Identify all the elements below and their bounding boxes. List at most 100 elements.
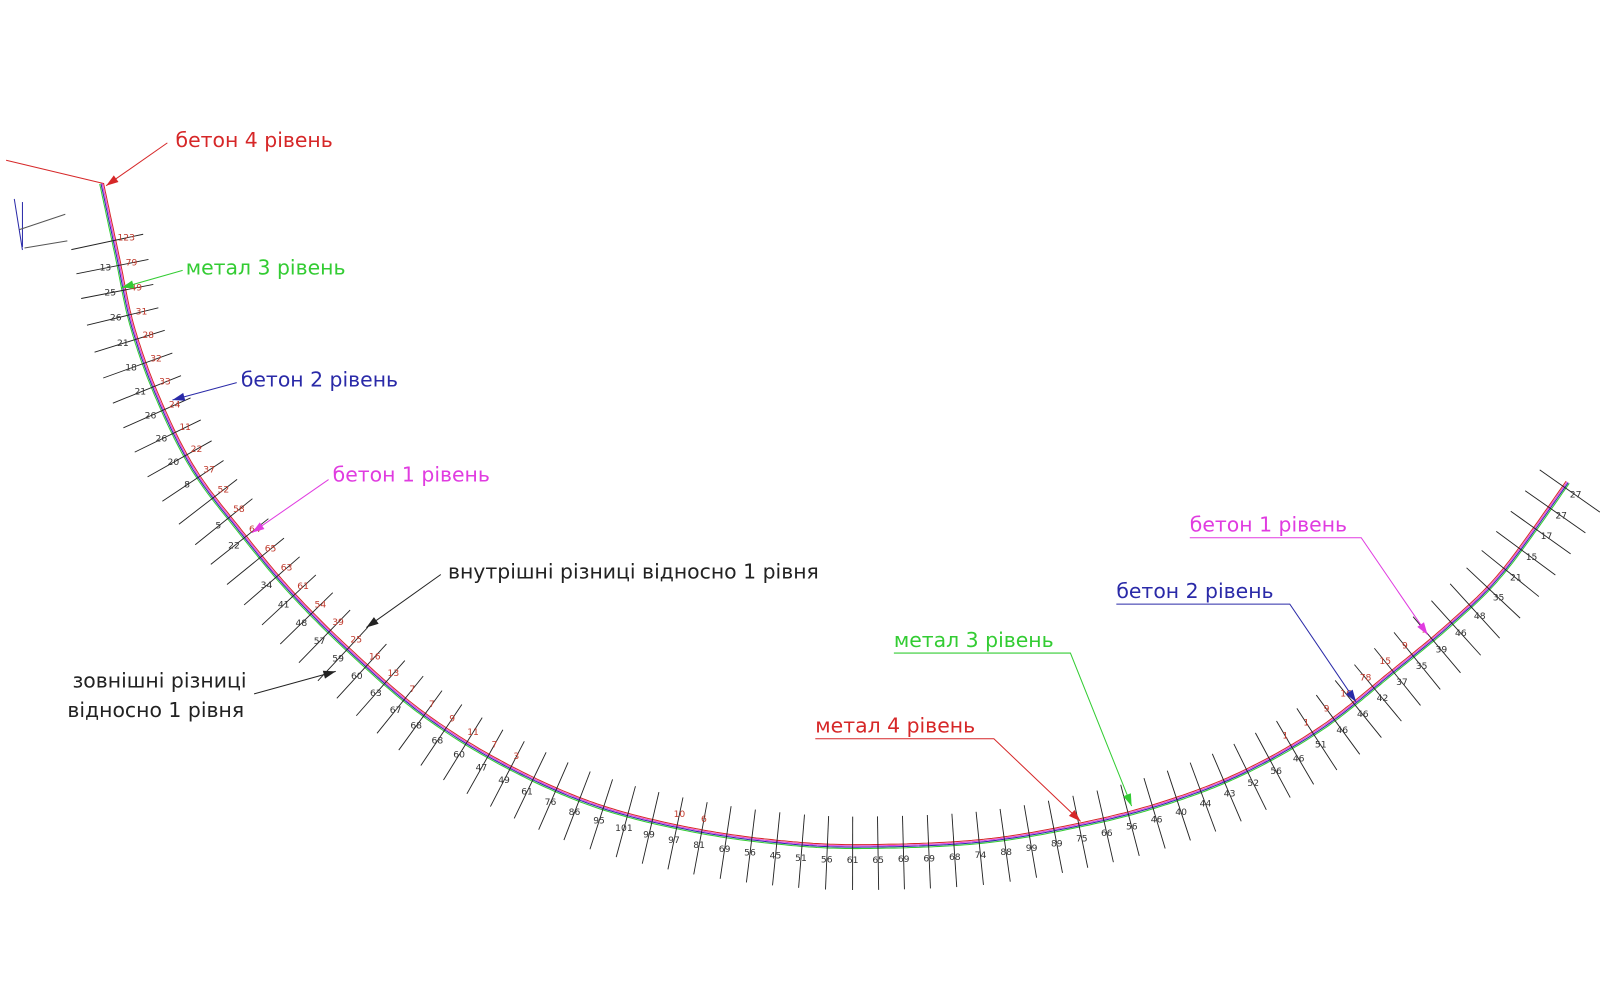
callout-label: метал 3 рівень bbox=[186, 255, 346, 279]
outer-difference: 69 bbox=[923, 853, 935, 864]
outer-difference: 22 bbox=[228, 540, 240, 551]
outer-difference: 101 bbox=[615, 823, 633, 834]
outer-difference: 76 bbox=[545, 797, 557, 808]
station-tick bbox=[443, 717, 483, 781]
callout-label: метал 3 рівень bbox=[894, 628, 1054, 652]
outer-difference: 20 bbox=[168, 457, 180, 468]
station-tick bbox=[123, 397, 191, 429]
leader-line bbox=[253, 670, 336, 695]
arrow-head bbox=[366, 617, 379, 628]
station-tick bbox=[261, 574, 317, 626]
outer-difference: 44 bbox=[1200, 798, 1212, 809]
outer-difference: 26 bbox=[145, 410, 157, 421]
station-tick bbox=[71, 233, 144, 251]
outer-difference: 25 bbox=[104, 287, 116, 298]
outer-difference: 40 bbox=[1175, 807, 1187, 818]
arrow-head bbox=[1345, 689, 1357, 703]
level-line bbox=[102, 183, 1567, 846]
outer-difference: 27 bbox=[1555, 510, 1567, 521]
outer-difference: 39 bbox=[1436, 645, 1448, 656]
station-tick bbox=[563, 771, 591, 841]
outer-difference: 21 bbox=[117, 338, 129, 349]
station-tick bbox=[243, 556, 300, 606]
outer-difference: 26 bbox=[156, 434, 168, 445]
station-tick bbox=[1481, 550, 1540, 597]
station-tick bbox=[1211, 753, 1242, 822]
arrow-head bbox=[1417, 622, 1428, 635]
outer-difference: 59 bbox=[332, 654, 344, 665]
station-tick bbox=[1189, 762, 1217, 832]
station-tick bbox=[951, 813, 958, 888]
station-tick bbox=[693, 802, 708, 875]
callout-label: бетон 1 рівень bbox=[333, 463, 490, 487]
station-tick bbox=[490, 741, 525, 807]
station-tick bbox=[772, 812, 781, 886]
outer-difference: 97 bbox=[668, 835, 680, 846]
station-tick bbox=[134, 419, 201, 453]
station-tick bbox=[1431, 600, 1482, 656]
inner-difference: 123 bbox=[117, 232, 135, 243]
outer-difference: 13 bbox=[100, 263, 112, 274]
inner-difference: 22 bbox=[191, 444, 203, 455]
station-tick bbox=[94, 329, 165, 353]
outer-difference: 46 bbox=[1151, 815, 1163, 826]
inner-difference: 7 bbox=[429, 699, 435, 710]
outer-difference: 57 bbox=[314, 636, 326, 647]
inner-difference: 7 bbox=[409, 684, 415, 695]
outer-difference: 43 bbox=[1224, 789, 1236, 800]
outer-difference: 88 bbox=[1000, 847, 1012, 858]
station-tick bbox=[1315, 694, 1361, 755]
outer-difference: 17 bbox=[1541, 531, 1553, 542]
outer-difference: 41 bbox=[278, 599, 290, 610]
outer-difference: 68 bbox=[949, 852, 961, 863]
leader-line bbox=[1189, 537, 1428, 635]
callout-label: внутрішні різниці відносно 1 рівня bbox=[448, 559, 819, 583]
arrow-head bbox=[1123, 793, 1132, 807]
outer-difference: 35 bbox=[1416, 661, 1428, 672]
inner-difference: 61 bbox=[297, 581, 309, 592]
outer-difference: 18 bbox=[125, 362, 137, 373]
leader-line bbox=[251, 479, 329, 534]
arrow-head bbox=[106, 175, 119, 186]
inner-difference: 7 bbox=[491, 739, 497, 750]
outer-difference: 69 bbox=[898, 854, 910, 865]
station-tick bbox=[1296, 708, 1338, 771]
station-tick bbox=[376, 675, 424, 734]
station-tick bbox=[298, 609, 351, 664]
outer-difference: 48 bbox=[1474, 611, 1486, 622]
outer-difference: 75 bbox=[1076, 833, 1088, 844]
outer-difference: 86 bbox=[569, 807, 581, 818]
station-tick bbox=[1276, 720, 1315, 785]
station-tick bbox=[279, 592, 334, 645]
station-tick bbox=[178, 478, 238, 525]
outer-difference: 66 bbox=[1101, 828, 1113, 839]
outer-difference: 56 bbox=[1270, 766, 1282, 777]
inner-difference: 11 bbox=[467, 727, 479, 738]
outer-difference: 21 bbox=[1510, 572, 1522, 583]
station-tick bbox=[1096, 790, 1114, 863]
level-line bbox=[99, 183, 1570, 850]
arrow-head bbox=[121, 280, 135, 289]
outer-difference: 99 bbox=[643, 829, 655, 840]
station-tick bbox=[194, 498, 253, 546]
outer-difference: 99 bbox=[1026, 843, 1038, 854]
station-tick bbox=[1143, 778, 1166, 849]
level-line bbox=[100, 183, 1569, 848]
leader-line bbox=[893, 652, 1133, 807]
station-tick bbox=[1072, 795, 1089, 868]
inner-difference: 16 bbox=[1340, 688, 1352, 699]
outer-difference: 68 bbox=[432, 735, 444, 746]
station-tick bbox=[1233, 743, 1267, 811]
leader-line bbox=[366, 574, 442, 628]
inner-difference: 1 bbox=[1282, 730, 1288, 741]
inner-difference: 32 bbox=[150, 353, 162, 364]
station-tick bbox=[513, 752, 547, 819]
outer-difference: 15 bbox=[1526, 552, 1538, 563]
station-tick bbox=[1496, 530, 1556, 576]
inner-difference: 39 bbox=[332, 617, 344, 628]
dimension bbox=[13, 198, 68, 251]
station-tick bbox=[1539, 469, 1600, 513]
inner-difference: 11 bbox=[179, 422, 191, 433]
outer-difference: 60 bbox=[351, 671, 363, 682]
